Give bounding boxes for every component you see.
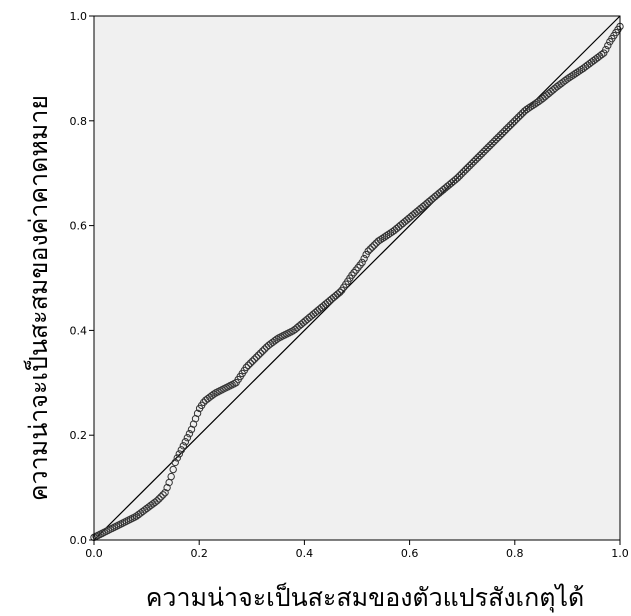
data-point [490, 137, 498, 146]
y-tick-label: 0.6 [70, 220, 88, 233]
data-point [356, 261, 364, 269]
data-point [466, 162, 474, 170]
data-point [161, 488, 169, 497]
data-point [518, 109, 527, 117]
data-point [175, 450, 184, 458]
data-point [496, 131, 504, 140]
data-point [256, 349, 265, 357]
data-point [358, 258, 366, 267]
data-point [163, 483, 171, 492]
data-point [250, 355, 259, 363]
x-tick-label: 0.6 [401, 547, 419, 560]
y-tick-label: 1.0 [70, 10, 88, 23]
x-axis: 0.0 0.2 0.4 0.6 0.8 1.0 [85, 540, 629, 560]
data-point [348, 271, 356, 279]
data-point [364, 247, 372, 255]
data-point [504, 123, 512, 131]
x-tick-label: 1.0 [611, 547, 629, 560]
data-point [210, 390, 218, 398]
data-point [244, 361, 253, 369]
data-point [468, 159, 476, 168]
data-point [173, 454, 181, 462]
data-point [155, 495, 163, 503]
data-point [254, 351, 263, 359]
x-tick-label: 0.4 [296, 547, 314, 560]
data-point [486, 141, 494, 150]
data-point [334, 290, 342, 298]
data-point [246, 359, 255, 367]
data-point [512, 115, 521, 123]
data-point [171, 458, 179, 467]
data-point [482, 145, 490, 154]
data-point [169, 465, 177, 474]
data-point [159, 491, 167, 499]
data-point [463, 164, 472, 172]
data-point [350, 268, 358, 277]
data-point [453, 174, 462, 182]
data-point [492, 135, 500, 144]
data-point [480, 147, 488, 156]
data-point [478, 149, 486, 158]
data-point [252, 353, 261, 361]
data-point [598, 50, 606, 59]
data-point [179, 442, 188, 450]
data-point [258, 347, 267, 355]
y-tick-label: 0.4 [70, 324, 88, 337]
y-axis: 0.0 0.2 0.4 0.6 0.8 1.0 [70, 10, 94, 547]
data-point [508, 119, 517, 127]
data-point [157, 493, 165, 501]
data-point [494, 133, 502, 142]
data-point [336, 288, 344, 297]
data-point [455, 172, 464, 180]
data-point [193, 409, 202, 418]
data-point [242, 363, 251, 372]
data-point [177, 446, 186, 454]
x-axis-title: ความน่าจะเป็นสะสมของตัวแปรสังเกตุได้ [146, 582, 585, 613]
data-point [472, 155, 480, 164]
data-point [474, 153, 482, 162]
y-tick-label: 0.0 [70, 534, 88, 547]
x-tick-label: 0.0 [85, 547, 103, 560]
data-point [470, 157, 478, 166]
data-point [260, 345, 269, 353]
data-points [90, 22, 624, 542]
data-point [459, 168, 468, 176]
data-point [181, 438, 190, 446]
data-point [248, 357, 257, 365]
data-point [457, 170, 466, 178]
plot-frame [93, 15, 621, 541]
data-point [185, 429, 194, 438]
data-point [153, 497, 161, 505]
data-point [476, 151, 484, 160]
data-point [360, 254, 368, 263]
x-tick-label: 0.8 [506, 547, 524, 560]
y-tick-label: 0.2 [70, 429, 88, 442]
data-point [500, 127, 508, 136]
data-point [488, 139, 496, 148]
data-point [368, 243, 376, 251]
data-point [366, 245, 374, 253]
data-point [484, 143, 492, 152]
data-point [498, 129, 506, 138]
data-point [273, 335, 281, 343]
data-point [183, 434, 192, 442]
data-point [516, 111, 525, 119]
data-point [352, 266, 360, 274]
data-point [510, 117, 519, 125]
data-point [370, 241, 378, 249]
data-point [167, 472, 175, 481]
y-axis-title: ความน่าจะเป็นสะสมของค่าคาดหมาย [23, 95, 53, 501]
data-point [514, 113, 523, 121]
x-tick-label: 0.2 [190, 547, 208, 560]
data-point [451, 175, 460, 184]
data-point [199, 398, 208, 407]
data-point [354, 263, 362, 272]
y-tick-label: 0.8 [70, 115, 88, 128]
data-point [461, 166, 470, 174]
data-point [604, 41, 612, 50]
data-point [502, 125, 510, 134]
data-point [602, 45, 610, 54]
data-point [506, 121, 515, 129]
